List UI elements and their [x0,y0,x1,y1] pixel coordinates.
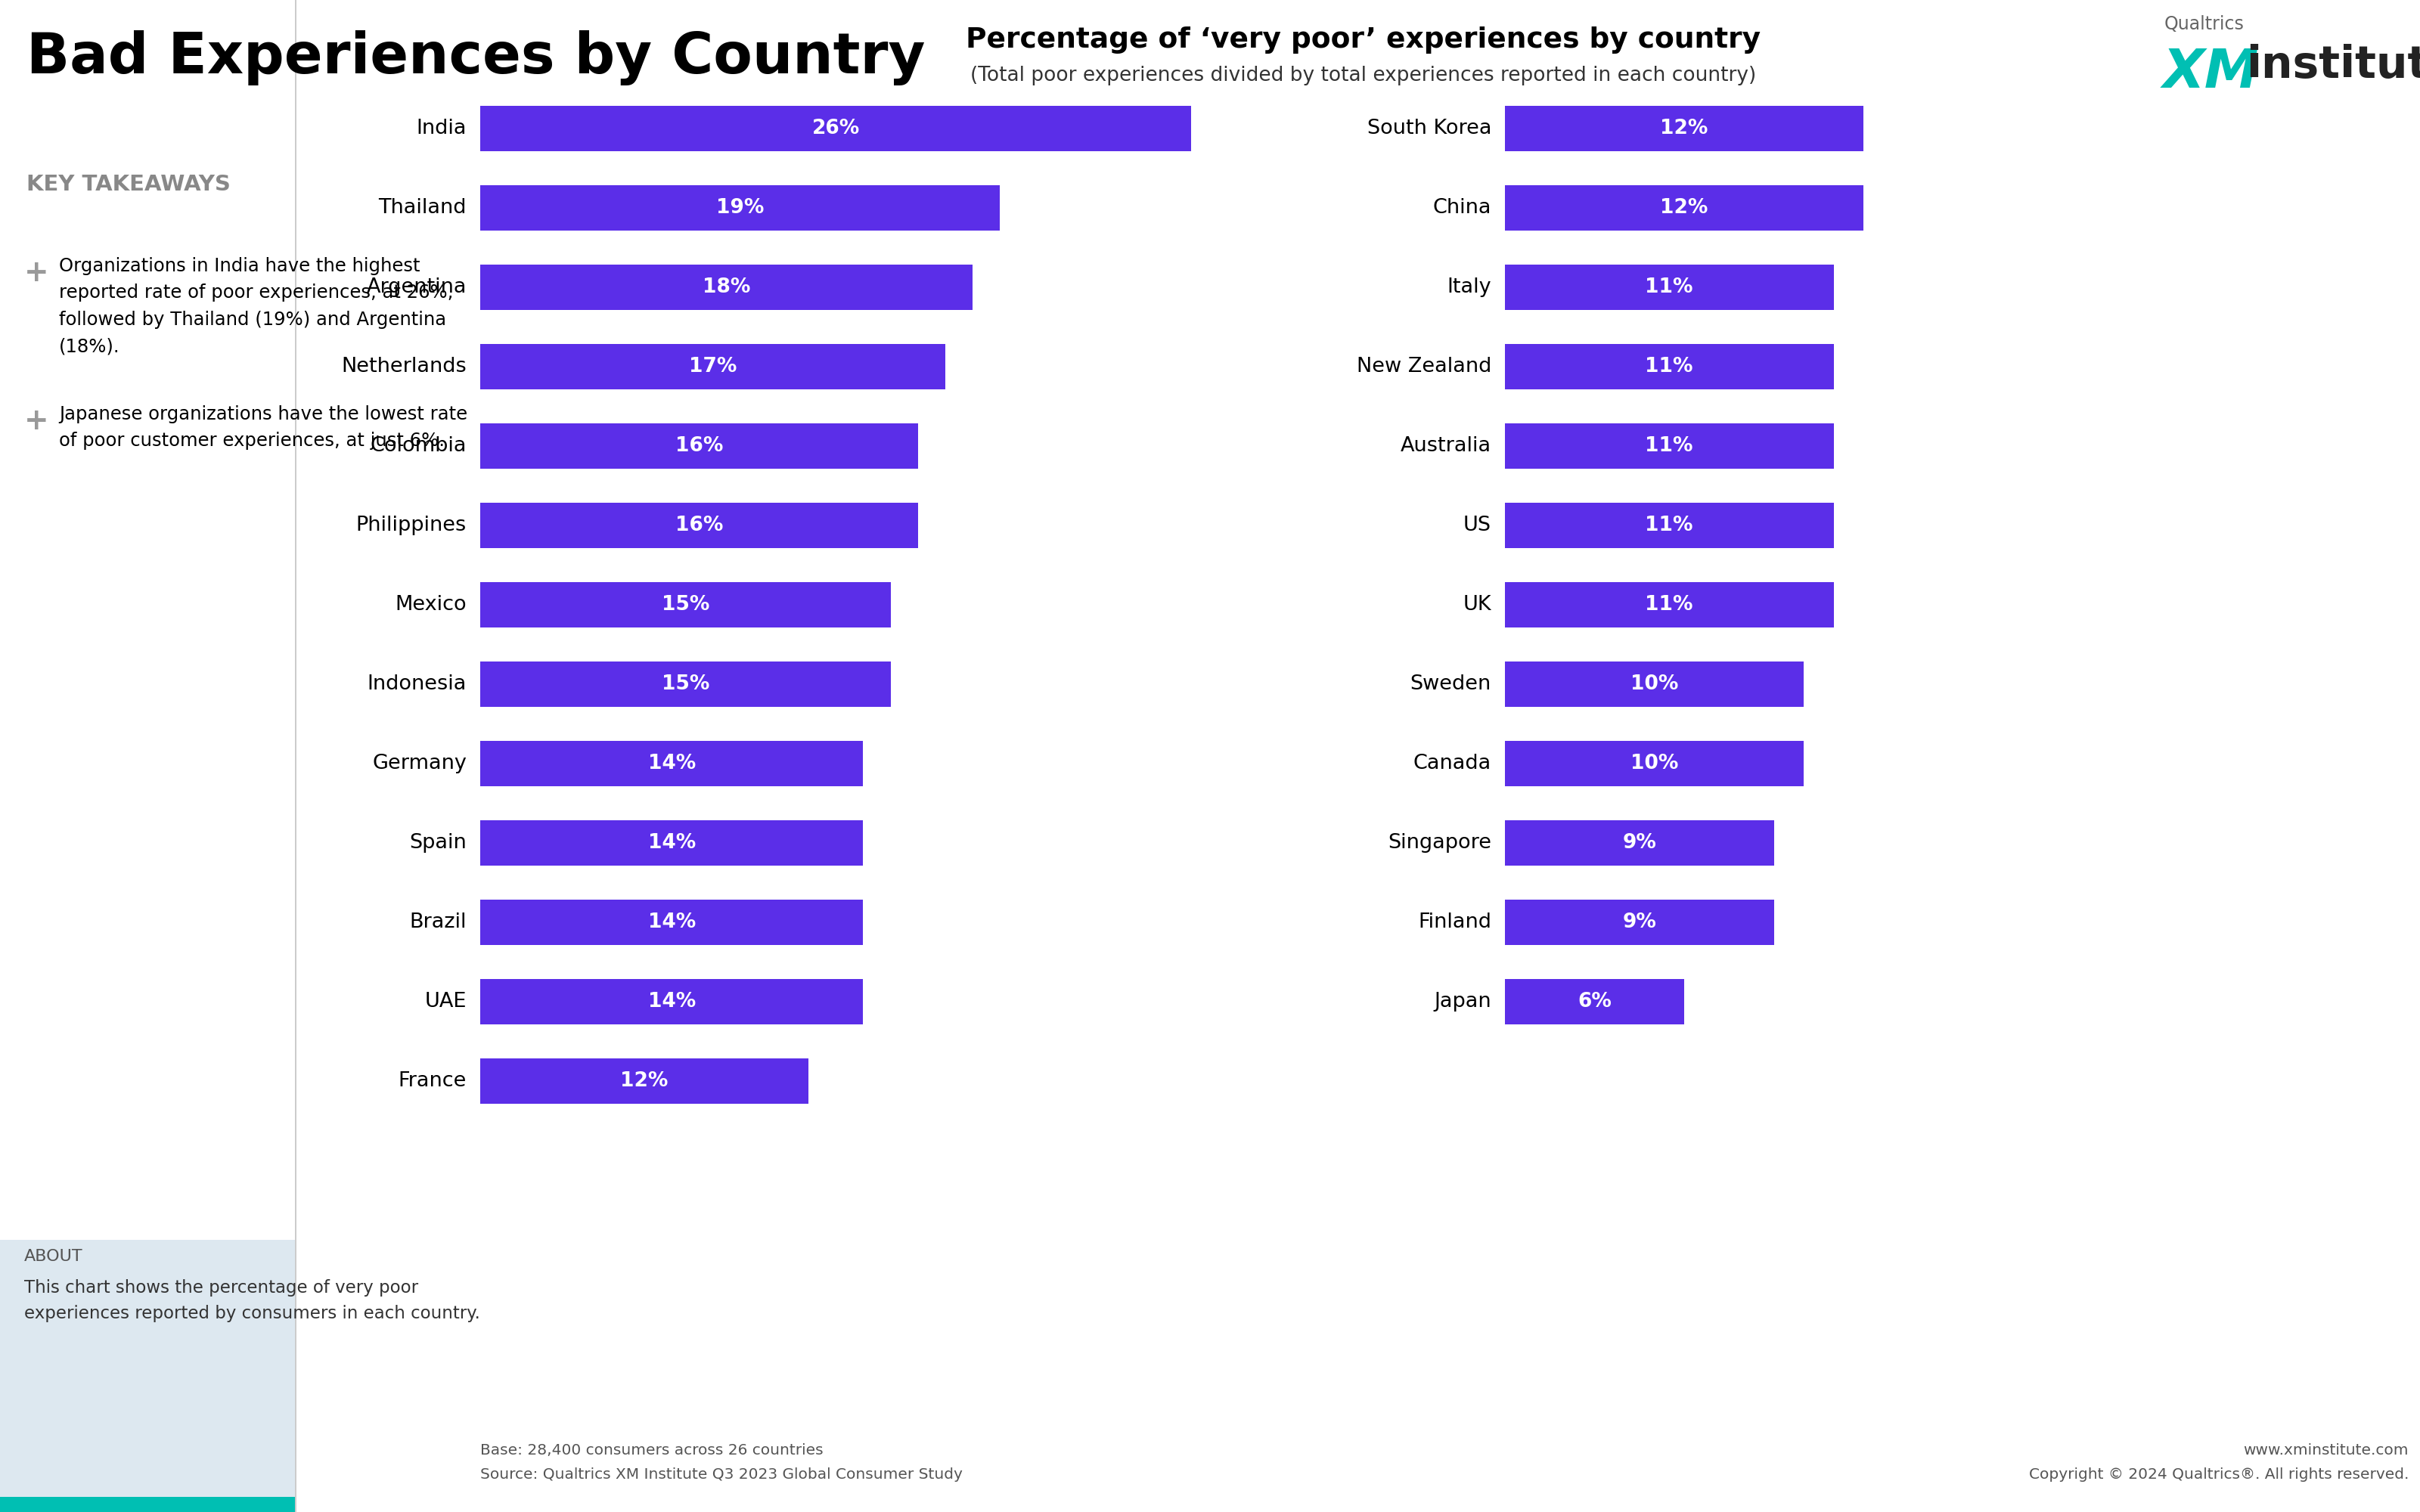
Text: Brazil: Brazil [409,912,467,931]
Bar [1505,582,1834,627]
Text: 11%: 11% [1646,278,1694,296]
Text: 26%: 26% [811,119,859,139]
Text: 16%: 16% [675,435,724,457]
Text: Singapore: Singapore [1387,833,1491,853]
Text: This chart shows the percentage of very poor
experiences reported by consumers i: This chart shows the percentage of very … [24,1279,479,1321]
Text: Italy: Italy [1447,278,1491,296]
Text: 19%: 19% [716,198,765,218]
Text: 16%: 16% [675,516,724,535]
Text: institute™: institute™ [2246,44,2420,86]
Bar [1505,662,1803,708]
Text: Source: Qualtrics XM Institute Q3 2023 Global Consumer Study: Source: Qualtrics XM Institute Q3 2023 G… [479,1467,963,1482]
Bar [1505,900,1774,945]
Text: 14%: 14% [649,833,695,853]
Text: UK: UK [1462,594,1491,614]
Bar [479,184,999,230]
Text: 12%: 12% [620,1070,668,1092]
Bar [1505,265,1834,310]
Text: 14%: 14% [649,753,695,774]
Bar [479,423,917,469]
Text: Copyright © 2024 Qualtrics®. All rights reserved.: Copyright © 2024 Qualtrics®. All rights … [2028,1467,2408,1482]
Bar [1505,345,1834,389]
Text: Netherlands: Netherlands [341,357,467,376]
Text: Percentage of ‘very poor’ experiences by country: Percentage of ‘very poor’ experiences by… [966,26,1762,53]
Text: 10%: 10% [1631,674,1677,694]
Bar [479,502,917,547]
Text: Australia: Australia [1401,435,1491,457]
Text: KEY TAKEAWAYS: KEY TAKEAWAYS [27,174,230,195]
Text: Bad Experiences by Country: Bad Experiences by Country [27,30,924,85]
Text: 14%: 14% [649,912,695,931]
Bar [479,265,973,310]
Bar [1505,502,1834,547]
Bar [1505,820,1774,865]
Text: 9%: 9% [1621,833,1655,853]
Text: Argentina: Argentina [365,278,467,296]
Text: India: India [416,119,467,139]
Text: 11%: 11% [1646,516,1694,535]
Text: www.xminstitute.com: www.xminstitute.com [2243,1442,2408,1458]
Text: 11%: 11% [1646,357,1694,376]
Bar [479,345,946,389]
Text: XM: XM [2163,47,2260,100]
Text: Japan: Japan [1435,992,1491,1012]
Text: 17%: 17% [690,357,736,376]
Text: South Korea: South Korea [1367,119,1491,139]
Text: 18%: 18% [702,278,750,296]
Text: 15%: 15% [661,594,709,614]
Text: Germany: Germany [373,753,467,774]
Bar [479,900,864,945]
Text: Mexico: Mexico [394,594,467,614]
Bar [479,820,864,865]
Bar [0,1240,295,1512]
Text: UAE: UAE [424,992,467,1012]
Bar [479,980,864,1025]
Text: Spain: Spain [409,833,467,853]
Text: +: + [24,259,48,287]
Text: Finland: Finland [1418,912,1491,931]
Text: 10%: 10% [1631,753,1677,774]
Text: 11%: 11% [1646,594,1694,614]
Bar [1505,106,1863,151]
Text: Qualtrics: Qualtrics [2163,15,2243,33]
Text: Organizations in India have the highest
reported rate of poor experiences, at 26: Organizations in India have the highest … [58,257,453,355]
Text: China: China [1433,198,1491,218]
Bar [1505,184,1863,230]
Bar [1505,423,1834,469]
Text: (Total poor experiences divided by total experiences reported in each country): (Total poor experiences divided by total… [970,65,1757,85]
Text: Canada: Canada [1413,753,1491,774]
Text: 12%: 12% [1660,198,1709,218]
Bar [1505,980,1684,1025]
Text: Base: 28,400 consumers across 26 countries: Base: 28,400 consumers across 26 countri… [479,1442,823,1458]
Text: Philippines: Philippines [356,516,467,535]
Bar [479,582,891,627]
Bar [479,741,864,786]
Text: 9%: 9% [1621,912,1655,931]
Text: 15%: 15% [661,674,709,694]
Bar [0,1497,295,1512]
Bar [479,1058,808,1104]
Text: Sweden: Sweden [1411,674,1491,694]
Text: US: US [1464,516,1491,535]
Text: Thailand: Thailand [378,198,467,218]
Text: France: France [399,1070,467,1092]
Text: Japanese organizations have the lowest rate
of poor customer experiences, at jus: Japanese organizations have the lowest r… [58,405,467,451]
Text: 14%: 14% [649,992,695,1012]
Text: 11%: 11% [1646,435,1694,457]
Text: Colombia: Colombia [370,435,467,457]
Text: 12%: 12% [1660,119,1709,139]
Bar [479,662,891,708]
Text: New Zealand: New Zealand [1358,357,1491,376]
Text: +: + [24,407,48,435]
Text: ABOUT: ABOUT [24,1249,82,1264]
Bar [1505,741,1803,786]
Bar [479,106,1191,151]
Text: 6%: 6% [1578,992,1612,1012]
Text: Indonesia: Indonesia [368,674,467,694]
